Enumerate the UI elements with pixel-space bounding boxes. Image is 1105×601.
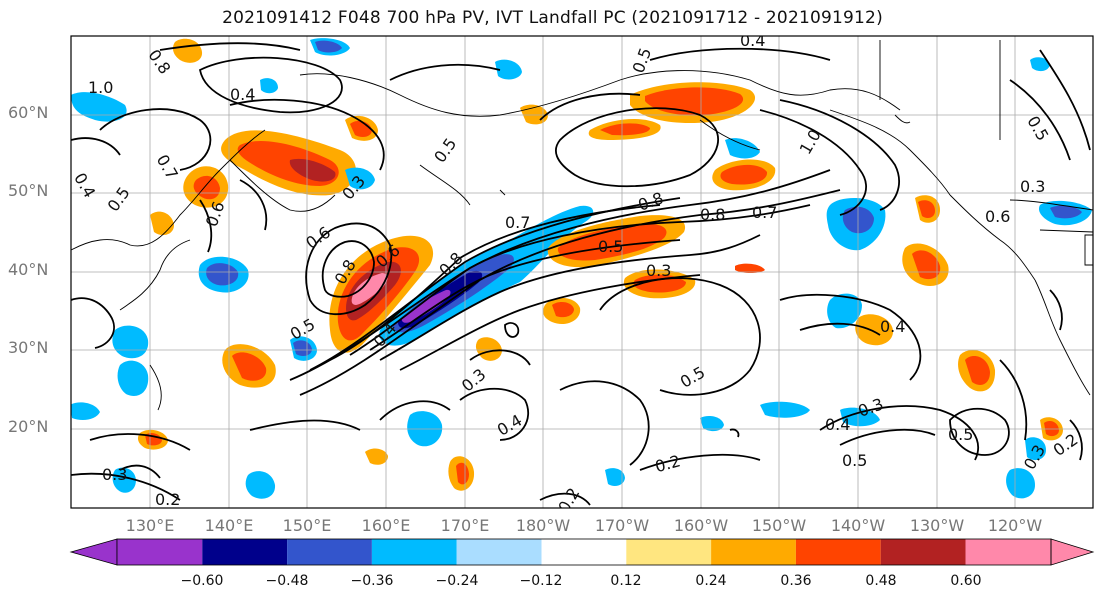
colorbar-tick-label: −0.36 (350, 573, 394, 589)
colorbar-extend-low (69, 538, 118, 566)
contour-label: 0.5 (948, 425, 973, 444)
colorbar-segment (711, 539, 796, 565)
colorbar-segment (795, 539, 881, 565)
map-frame (70, 35, 1094, 509)
contour-label: 0.4 (880, 317, 905, 336)
colorbar-segment (287, 539, 372, 565)
lon-label: 130°E (125, 516, 175, 535)
colorbar-tick-label: 0.36 (780, 573, 812, 589)
colorbar-tick-label: −0.48 (265, 573, 309, 589)
contour-label: 0.3 (646, 261, 671, 280)
grid-lines (71, 36, 1093, 508)
contour-label: 0.3 (102, 465, 127, 484)
lon-label: 170°W (594, 516, 650, 535)
colorbar-segment (541, 539, 627, 565)
contour-label: 0.3 (1020, 177, 1045, 196)
colorbar-tick-label: 0.24 (695, 573, 727, 589)
coastlines (71, 40, 1093, 411)
lat-label: 60°N (8, 103, 49, 122)
colorbar (69, 538, 1095, 566)
lat-label: 50°N (8, 181, 49, 200)
contour-label: 0.7 (752, 203, 777, 222)
lon-label: 150°W (751, 516, 807, 535)
lat-label: 30°N (8, 338, 49, 357)
contour-label: 0.7 (505, 213, 530, 232)
figure-title: 2021091412 F048 700 hPa PV, IVT Landfall… (222, 8, 883, 28)
lon-label: 170°E (440, 516, 490, 535)
contour-label: 0.4 (825, 415, 850, 434)
colorbar-tick-label: 0.48 (865, 573, 897, 589)
colorbar-extend-high (1050, 538, 1095, 566)
colorbar-segment (880, 539, 966, 565)
colorbar-tick-label: −0.60 (180, 573, 224, 589)
lon-label: 120°W (987, 516, 1043, 535)
contour-label: 0.6 (985, 207, 1010, 226)
colorbar-segment (117, 539, 203, 565)
contour-label: 0.5 (598, 237, 623, 256)
lon-label: 160°E (361, 516, 411, 535)
contour-label: 0.5 (842, 451, 867, 470)
lon-label: 130°W (909, 516, 965, 535)
colorbar-tick-label: −0.12 (519, 573, 563, 589)
colorbar-segment (965, 539, 1051, 565)
lon-label: 160°W (673, 516, 729, 535)
colorbar-tick-label: 0.60 (950, 573, 982, 589)
colorbar-segment (456, 539, 542, 565)
contour-lines (71, 42, 1091, 506)
lon-label: 140°W (830, 516, 886, 535)
lon-label: 140°E (204, 516, 254, 535)
colorbar-segment (371, 539, 457, 565)
colorbar-segment (202, 539, 288, 565)
lon-label: 150°E (282, 516, 332, 535)
contour-label: 1.0 (88, 78, 113, 97)
contour-label: 0.8 (700, 205, 725, 224)
lat-label: 20°N (8, 417, 49, 436)
colorbar-segment (626, 539, 712, 565)
colorbar-tick-label: 0.12 (610, 573, 642, 589)
lon-label: 180°W (515, 516, 571, 535)
colorbar-tick-label: −0.24 (435, 573, 479, 589)
contour-label: 0.4 (230, 85, 255, 104)
lat-label: 40°N (8, 260, 49, 279)
contour-label: 0.4 (740, 31, 765, 50)
contour-label: 0.2 (155, 490, 180, 509)
